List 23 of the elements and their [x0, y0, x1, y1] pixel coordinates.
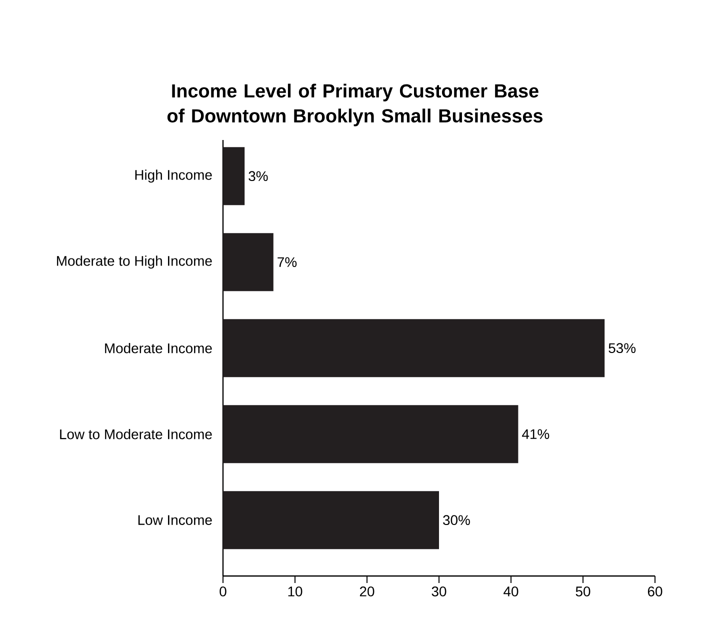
- y-tick-label: Low to Moderate Income: [60, 428, 212, 440]
- bar: [223, 147, 245, 206]
- x-tick-label: 30: [432, 586, 446, 596]
- x-tick-label: 0: [220, 586, 226, 596]
- data-label: 53%: [608, 343, 636, 354]
- bar: [223, 233, 274, 292]
- bar: [223, 491, 439, 550]
- x-tick-label: 20: [360, 586, 374, 596]
- x-tick-label: 50: [576, 586, 590, 596]
- y-tick-label: Low Income: [138, 515, 212, 525]
- data-label: 3%: [248, 171, 268, 182]
- y-tick-label: Moderate to High Income: [57, 256, 212, 269]
- data-label: 41%: [522, 429, 550, 439]
- data-label: 7%: [278, 257, 297, 267]
- x-tick-label: 10: [288, 586, 302, 596]
- chart-title: Income Level of Primary Customer Base of Downtown Brooklyn Small Businesses: [167, 84, 542, 126]
- x-tick-label: 60: [648, 586, 662, 596]
- bar: [223, 405, 518, 464]
- y-tick-label: Moderate Income: [105, 342, 212, 354]
- x-tick-label: 40: [504, 586, 518, 596]
- y-tick-label: High Income: [135, 170, 212, 183]
- data-label: 30%: [443, 515, 470, 526]
- bar: [223, 319, 605, 378]
